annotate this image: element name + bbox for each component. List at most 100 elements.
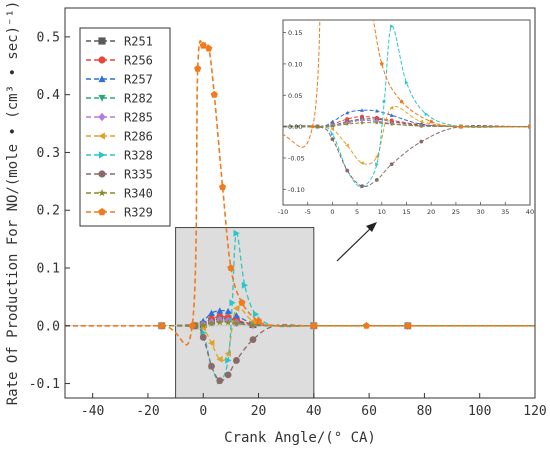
inset-y-tick-label: 0.05 (288, 92, 302, 100)
data-point (249, 336, 257, 344)
inset-data-point (345, 143, 349, 148)
data-point (208, 309, 215, 316)
x-tick-label: 40 (306, 404, 322, 419)
inset-data-point (374, 115, 379, 120)
data-point (208, 362, 215, 370)
inset-data-point (345, 168, 350, 173)
data-point (233, 305, 240, 312)
legend-label: R328 (124, 149, 153, 163)
legend-item-r251: R251 (86, 35, 153, 49)
data-point (232, 319, 241, 327)
inset-data-point (360, 118, 364, 123)
data-point (188, 322, 196, 329)
inset-y-tick-label: -0.05 (288, 154, 305, 162)
inset-data-point (424, 112, 429, 116)
legend-label: R282 (124, 92, 153, 106)
inset-series-line (283, 122, 530, 128)
inset-data-point (360, 108, 364, 112)
inset-data-point (379, 61, 384, 66)
inset-data-point (528, 124, 530, 129)
x-tick-label: -40 (81, 404, 104, 419)
series-line (64, 40, 535, 346)
data-point (208, 339, 215, 347)
inset-data-point (375, 162, 379, 167)
inset-data-point (374, 120, 379, 125)
inset-data-point (360, 184, 364, 189)
x-tick-label: 120 (523, 404, 546, 419)
legend-label: R257 (124, 73, 153, 87)
inset-x-tick-label: 0 (330, 208, 334, 216)
data-point (216, 377, 224, 385)
data-point (252, 310, 260, 318)
data-point (241, 281, 249, 289)
inset-data-point (419, 123, 424, 128)
inset-data-point (399, 99, 404, 104)
inset-data-point (330, 119, 335, 124)
legend-item-r257: R257 (86, 73, 153, 87)
axis-layer: -40 -20 0 20 40 60 80 100 120-0.10.00.10.20.30.4… (29, 30, 547, 419)
inset-data-point (345, 121, 350, 126)
inset-data-point (419, 119, 423, 124)
legend-label: R251 (124, 35, 153, 49)
legend-item-r329: R329 (86, 206, 153, 220)
inset-series-layer (283, 20, 530, 189)
data-point (207, 319, 216, 327)
inset-data-point (389, 113, 394, 117)
legend-label: R329 (124, 206, 153, 220)
legend-item-r282: R282 (86, 92, 153, 106)
series-r329 (64, 40, 535, 346)
data-point (249, 321, 257, 329)
x-axis-label: Crank Angle/(° CA) (224, 430, 376, 446)
inset-data-point (374, 178, 379, 182)
data-point (227, 264, 235, 271)
legend-item-r256: R256 (86, 54, 153, 68)
legend-label: R285 (124, 111, 153, 125)
legend-marker (98, 132, 106, 140)
inset-data-point (375, 154, 379, 159)
inset-series-line (283, 124, 530, 188)
data-point (199, 333, 207, 341)
data-point (362, 322, 370, 329)
inset-data-point (310, 124, 315, 129)
legend-item-r285: R285 (86, 111, 153, 125)
legend-marker (98, 188, 106, 197)
inset-x-tick-label: 15 (402, 208, 410, 216)
legend-label: R340 (124, 187, 153, 201)
data-point (233, 312, 240, 319)
data-point (233, 357, 240, 364)
inset-data-point (345, 110, 350, 115)
inset-y-tick-label: 0.00 (288, 123, 302, 131)
data-point (216, 355, 223, 363)
inset-data-point (429, 119, 434, 124)
y-tick-label: 0.3 (37, 146, 60, 161)
inset-data-point (330, 127, 334, 131)
inset-data-point (389, 162, 394, 167)
legend-marker (98, 75, 106, 83)
legend-item-r328: R328 (86, 149, 153, 163)
inset-x-tick-label: 30 (476, 208, 484, 216)
legend: R251 R256 R257 R282 R285 R286 R328 R335 R340 R329 (79, 27, 171, 227)
data-point (225, 357, 232, 364)
inset-data-point (404, 80, 409, 85)
inset-x-tick-label: 10 (378, 208, 386, 216)
inset-y-tick-label: -0.10 (288, 186, 305, 194)
zoom-arrow-head (366, 222, 377, 232)
data-point (194, 64, 202, 72)
x-tick-label: 0 (199, 404, 207, 419)
inset-x-tick-label: 35 (501, 208, 509, 216)
inset-data-point (382, 99, 387, 104)
data-point (224, 318, 232, 326)
plot-frame (64, 7, 536, 399)
inset-layer: -10 -5 0 5 10 15 20 25 30 35 40 0.15 0.10 0.05 0.00 -0.… (278, 19, 534, 262)
data-point (404, 322, 412, 329)
inset-data-point (345, 117, 350, 121)
inset-data-point (360, 114, 364, 119)
data-point (229, 299, 236, 307)
data-point (224, 371, 232, 379)
y-tick-label: 0.4 (37, 88, 61, 103)
data-point (199, 41, 207, 49)
legend-marker (98, 151, 106, 159)
inset-x-tick-label: 40 (526, 208, 534, 216)
x-tick-label: 20 (251, 404, 267, 419)
